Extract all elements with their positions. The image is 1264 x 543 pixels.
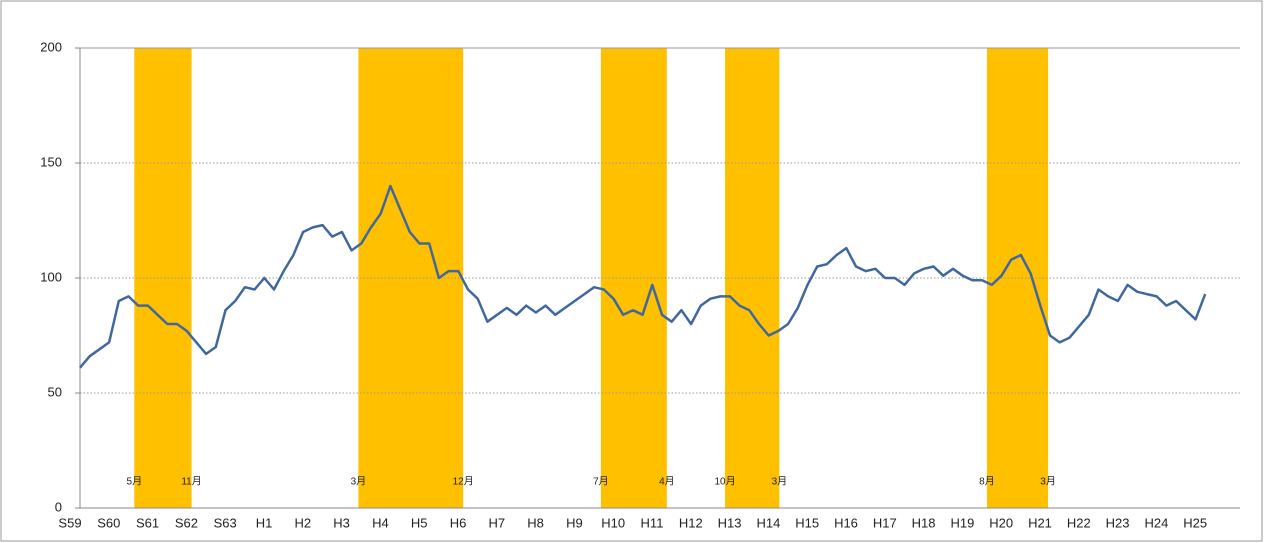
x-tick-label: H11 <box>641 515 664 530</box>
x-tick-label: H13 <box>718 515 742 530</box>
period-start-label: 7月 <box>593 476 609 488</box>
y-tick-label: 100 <box>40 269 62 284</box>
x-tick-label: H23 <box>1106 515 1130 530</box>
period-end-label: 11月 <box>181 476 201 488</box>
x-tick-label: H21 <box>1028 515 1052 530</box>
x-tick-label: H1 <box>256 515 273 530</box>
series-line <box>79 184 1207 369</box>
x-tick-label: H8 <box>527 515 544 530</box>
x-tick-label: H10 <box>601 515 625 530</box>
y-tick-label: 50 <box>48 384 62 399</box>
y-tick-label: 150 <box>40 154 62 169</box>
x-tick-label: H7 <box>488 515 505 530</box>
x-tick-label: H20 <box>989 515 1013 530</box>
x-tick-label: H12 <box>679 515 703 530</box>
shaded-period <box>358 48 464 508</box>
y-tick-label: 0 <box>55 499 62 514</box>
x-tick-label: S61 <box>136 515 159 530</box>
y-tick-label: 200 <box>40 39 62 54</box>
x-tick-label: H24 <box>1144 515 1168 530</box>
x-tick-label: H15 <box>795 515 819 530</box>
x-tick-label: H14 <box>756 515 780 530</box>
x-tick-label: H2 <box>294 515 311 530</box>
period-start-label: 10月 <box>714 476 735 488</box>
x-tick-label: H3 <box>333 515 350 530</box>
x-tick-label: H19 <box>950 515 974 530</box>
x-tick-label: S63 <box>214 515 237 530</box>
period-end-label: 3月 <box>772 476 788 488</box>
x-tick-label: S59 <box>58 515 81 530</box>
period-start-label: 5月 <box>127 476 143 488</box>
x-tick-label: H16 <box>834 515 858 530</box>
period-start-label: 8月 <box>979 476 995 488</box>
x-tick-label: H9 <box>566 515 583 530</box>
period-end-label: 12月 <box>453 476 474 488</box>
period-end-label: 3月 <box>1040 476 1056 488</box>
x-tick-label: H6 <box>450 515 467 530</box>
period-start-label: 3月 <box>351 476 367 488</box>
x-tick-label: H22 <box>1067 515 1091 530</box>
x-tick-label: H25 <box>1183 515 1207 530</box>
shaded-period <box>986 48 1049 508</box>
x-tick-label: H18 <box>912 515 936 530</box>
x-tick-label: H17 <box>873 515 897 530</box>
x-tick-label: S60 <box>97 515 120 530</box>
x-tick-label: H4 <box>372 515 389 530</box>
period-end-label: 4月 <box>659 476 675 488</box>
x-tick-label: H5 <box>411 515 428 530</box>
x-tick-label: S62 <box>175 515 198 530</box>
